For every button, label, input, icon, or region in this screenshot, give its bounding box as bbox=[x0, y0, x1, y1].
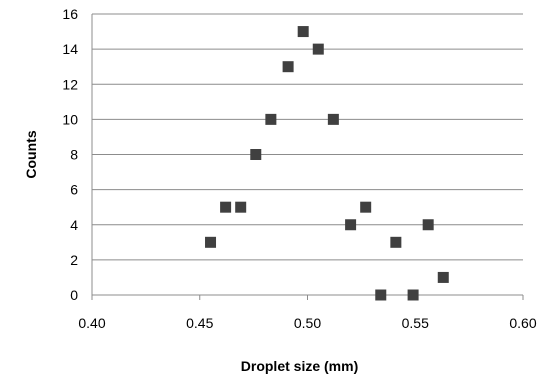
data-point bbox=[220, 201, 232, 213]
data-point bbox=[375, 289, 387, 301]
x-tick-labels: 0.40 0.45 0.50 0.55 0.60 bbox=[78, 315, 536, 331]
y-tick-label: 2 bbox=[70, 252, 78, 268]
x-tick-label: 0.50 bbox=[294, 315, 321, 331]
data-points bbox=[205, 26, 449, 301]
y-tick-label: 0 bbox=[70, 287, 78, 303]
data-point bbox=[327, 113, 339, 125]
y-axis-title: Counts bbox=[23, 130, 39, 178]
y-tick-label: 14 bbox=[62, 41, 78, 57]
data-point bbox=[407, 289, 419, 301]
y-tick-label: 12 bbox=[62, 76, 78, 92]
data-point bbox=[235, 201, 247, 213]
x-tick-label: 0.40 bbox=[78, 315, 105, 331]
data-point bbox=[250, 149, 262, 160]
x-tick-label: 0.45 bbox=[186, 315, 213, 331]
y-tick-labels: 0 2 4 6 8 10 12 14 16 bbox=[62, 6, 78, 303]
data-point bbox=[265, 113, 277, 125]
y-tick-label: 8 bbox=[70, 147, 78, 163]
data-point bbox=[422, 219, 434, 231]
data-point bbox=[312, 43, 324, 55]
data-point bbox=[437, 271, 449, 283]
y-tick-label: 6 bbox=[70, 182, 78, 198]
data-point bbox=[205, 236, 217, 248]
x-axis-title: Droplet size (mm) bbox=[241, 358, 358, 374]
axes bbox=[91, 14, 524, 300]
x-tick-label: 0.55 bbox=[402, 315, 429, 331]
y-tick-label: 4 bbox=[70, 217, 78, 233]
data-point bbox=[360, 201, 372, 213]
y-tick-label: 10 bbox=[62, 111, 78, 127]
data-point bbox=[297, 26, 309, 38]
data-point bbox=[390, 236, 402, 248]
y-tick-label: 16 bbox=[62, 6, 78, 22]
data-point bbox=[345, 219, 357, 231]
gridlines bbox=[92, 13, 523, 261]
x-tick-label: 0.60 bbox=[509, 315, 536, 331]
data-point bbox=[282, 61, 294, 73]
